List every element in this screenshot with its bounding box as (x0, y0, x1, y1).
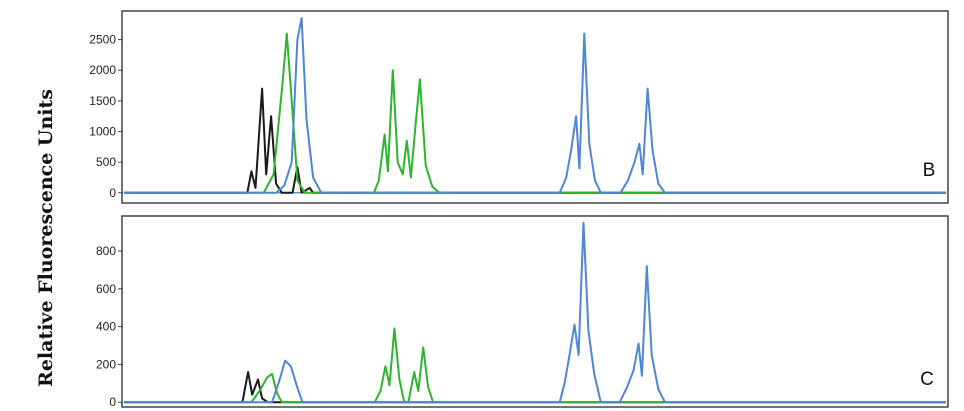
panel-b-trace-3 (124, 17, 946, 194)
y-axis-label: Relative Fluorescence Units (35, 89, 57, 387)
panel-c-ytick-label: 600 (96, 282, 116, 296)
panel-c-label: C (920, 369, 934, 390)
panel-b-ytick-label: 2000 (89, 63, 116, 77)
panel-c-ticks: 800 600 400 200 0 (96, 244, 123, 409)
panel-b-label: B (923, 160, 936, 181)
panel-b-plot (124, 17, 946, 194)
panel-b-ytick-label: 1500 (89, 94, 116, 108)
panel-c: 800 600 400 200 0 C (96, 215, 949, 409)
panel-c-ytick-label: 400 (96, 320, 116, 334)
panel-b-trace-1 (124, 87, 946, 194)
panel-b-ytick-label: 1000 (89, 125, 116, 139)
panel-b-trace-2 (124, 32, 946, 194)
panel-c-trace-2 (124, 327, 946, 404)
panel-b: 2500 2000 1500 1000 500 0 B (89, 10, 949, 204)
panel-c-trace-1 (124, 371, 946, 404)
panel-c-ytick-label: 800 (96, 244, 116, 258)
panel-b-ytick-label: 0 (109, 186, 116, 200)
panel-b-frame (121, 10, 949, 204)
panel-c-frame (121, 215, 949, 408)
panel-c-ytick-label: 0 (109, 395, 116, 409)
panel-c-trace-3 (124, 221, 946, 404)
panel-c-ytick-label: 200 (96, 357, 116, 371)
panel-b-ticks: 2500 2000 1500 1000 500 0 (89, 33, 123, 200)
panel-c-plot (124, 221, 946, 404)
panel-b-ytick-label: 500 (96, 155, 116, 169)
panel-b-ytick-label: 2500 (89, 33, 116, 47)
